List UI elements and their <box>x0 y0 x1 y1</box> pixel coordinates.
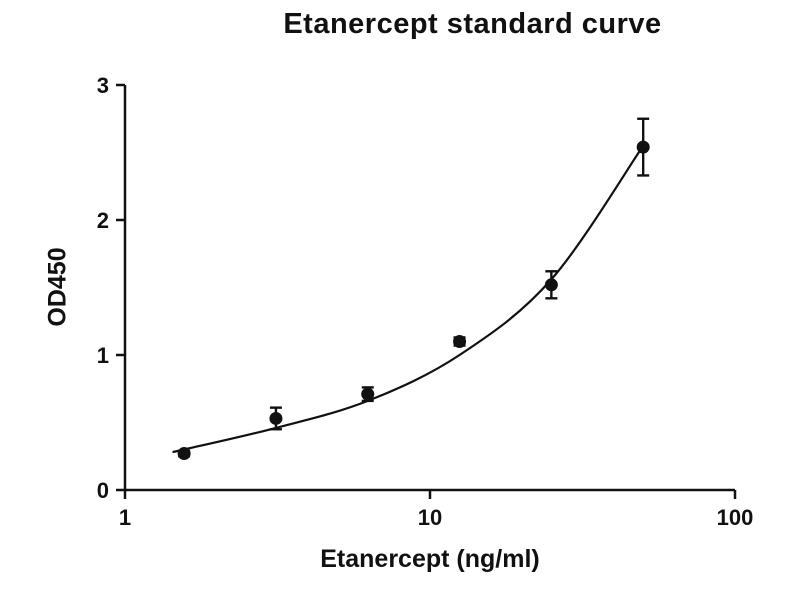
data-point <box>636 140 650 154</box>
y-tick-label: 3 <box>97 73 109 98</box>
x-tick-label: 10 <box>418 505 442 530</box>
x-axis-label: Etanercept (ng/ml) <box>320 545 540 573</box>
y-tick-label: 0 <box>97 478 109 503</box>
chart-title: Etanercept standard curve <box>283 8 662 40</box>
data-point <box>544 278 558 292</box>
data-point <box>177 447 191 461</box>
x-tick-label: 100 <box>717 505 754 530</box>
y-tick-label: 2 <box>97 208 109 233</box>
y-tick-label: 1 <box>97 343 109 368</box>
data-point <box>269 411 283 425</box>
x-tick-label: 1 <box>119 505 131 530</box>
fit-curve <box>172 144 645 453</box>
data-point <box>453 335 467 348</box>
data-point <box>361 387 375 401</box>
